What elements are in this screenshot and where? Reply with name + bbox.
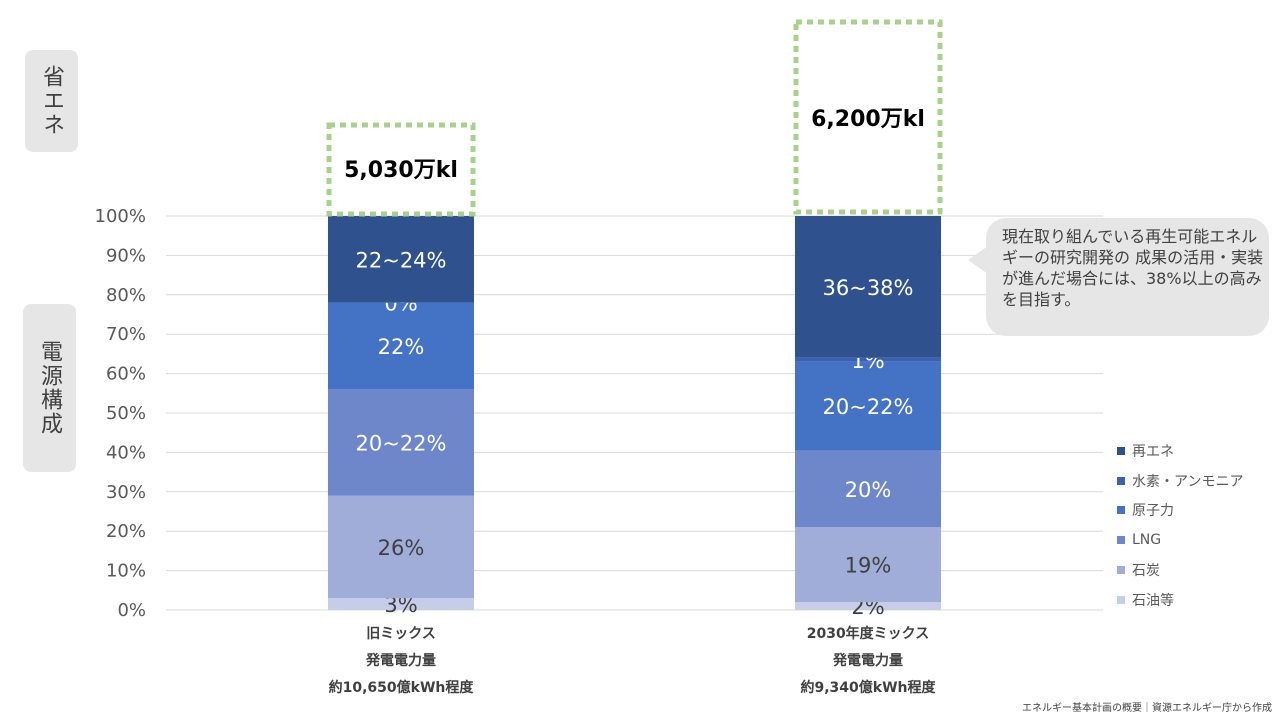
energy-saving-box bbox=[793, 19, 943, 215]
bar-segment bbox=[328, 598, 474, 610]
data-label: 20~22% bbox=[823, 395, 914, 419]
bar-segment bbox=[328, 302, 474, 390]
data-label: 36~38% bbox=[823, 276, 914, 300]
bar-segment bbox=[795, 361, 941, 451]
data-label: 20% bbox=[845, 478, 892, 502]
data-label: 22% bbox=[378, 335, 425, 359]
chart-legend: 再エネ水素・アンモニア 原子力 LNG 石炭石油等 bbox=[1117, 436, 1243, 615]
legend-label: 水素・アンモニア bbox=[1132, 473, 1244, 490]
x-category-label: 2030年度ミックス 発電電力量約9,340億kWh程度 bbox=[738, 621, 998, 702]
callout-text: 現在取り組んでいる再生可能エネルギーの研究開発の 成果の活用・実装が進んだ場合に… bbox=[1002, 227, 1264, 309]
side-label-energy-saving-text: 省エネ bbox=[39, 65, 64, 137]
callout-tail bbox=[968, 246, 988, 274]
x-category-label-line: 2030年度ミックス bbox=[806, 626, 930, 642]
data-label: 22~24% bbox=[356, 248, 447, 272]
y-tick-label: 10% bbox=[106, 561, 146, 582]
y-tick-label: 100% bbox=[95, 206, 146, 227]
y-tick-label: 0% bbox=[117, 600, 146, 621]
y-tick-label: 70% bbox=[106, 324, 146, 345]
bar-segment bbox=[795, 450, 941, 528]
legend-swatch bbox=[1117, 566, 1125, 575]
x-category-label-line: 発電電力量 bbox=[833, 653, 903, 669]
bar-segment bbox=[795, 527, 941, 603]
y-tick-label: 90% bbox=[106, 245, 146, 266]
bar-segment bbox=[328, 389, 474, 496]
legend-swatch bbox=[1117, 476, 1125, 485]
legend-item: 原子力 bbox=[1117, 496, 1243, 526]
y-tick-label: 20% bbox=[106, 521, 146, 542]
legend-swatch bbox=[1117, 506, 1125, 515]
bar-segment bbox=[328, 216, 474, 303]
data-label: 26% bbox=[378, 536, 425, 560]
x-category-label: 旧ミックス発電電力量約10,650億kWh程度 bbox=[271, 621, 531, 702]
y-tick-label: 30% bbox=[106, 482, 146, 503]
side-label-power-mix: 電源構成 bbox=[23, 304, 76, 472]
legend-item: 再エネ bbox=[1117, 436, 1243, 466]
legend-item: 石油等 bbox=[1117, 585, 1243, 615]
side-label-energy-saving: 省エネ bbox=[25, 50, 78, 152]
x-category-label-line: 発電電力量 bbox=[366, 653, 436, 669]
data-label: 20~22% bbox=[356, 432, 447, 456]
legend-label: 石油等 bbox=[1132, 592, 1174, 609]
data-label: 19% bbox=[845, 554, 892, 578]
bar-segment bbox=[795, 602, 941, 610]
legend-swatch bbox=[1117, 536, 1125, 545]
legend-item: LNG bbox=[1117, 525, 1243, 555]
x-category-label-line: 約10,650億kWh程度 bbox=[328, 680, 474, 696]
y-tick-label: 80% bbox=[106, 285, 146, 306]
legend-label: 再エネ bbox=[1132, 443, 1174, 460]
callout-bubble bbox=[986, 218, 1269, 336]
energy-saving-value: 5,030万kl bbox=[344, 158, 458, 183]
x-category-label-line: 約9,340億kWh程度 bbox=[800, 680, 936, 696]
legend-label: LNG bbox=[1132, 532, 1162, 549]
y-tick-label: 60% bbox=[106, 364, 146, 385]
legend-item: 石炭 bbox=[1117, 555, 1243, 585]
bar-segment bbox=[795, 216, 941, 358]
legend-label: 石炭 bbox=[1132, 563, 1160, 580]
side-label-power-mix-text: 電源構成 bbox=[37, 340, 62, 436]
x-category-label-line: 旧ミックス bbox=[366, 626, 436, 642]
legend-label: 原子力 bbox=[1132, 503, 1174, 520]
bar-segment bbox=[328, 495, 474, 599]
bar-segment bbox=[795, 357, 941, 362]
legend-swatch bbox=[1117, 595, 1125, 604]
energy-saving-value: 6,200万kl bbox=[811, 107, 925, 132]
source-note: エネルギー基本計画の概要｜資源エネルギー庁から作成 bbox=[1022, 703, 1272, 714]
energy-saving-box bbox=[326, 122, 476, 217]
y-tick-label: 40% bbox=[106, 442, 146, 463]
legend-swatch bbox=[1117, 446, 1125, 455]
legend-item: 水素・アンモニア bbox=[1117, 466, 1243, 496]
y-tick-label: 50% bbox=[106, 403, 146, 424]
